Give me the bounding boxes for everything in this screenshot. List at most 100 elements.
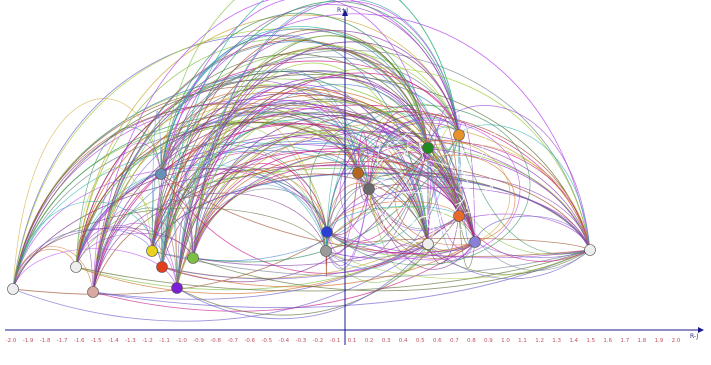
edge-arc: [151, 0, 429, 252]
edge-arc: [325, 145, 359, 252]
graph-node: [187, 252, 199, 264]
edge-arc: [176, 72, 460, 289]
graph-node: [320, 245, 332, 257]
edge-arc: [92, 207, 194, 293]
x-tick-label: 0.4: [399, 338, 408, 344]
edge-arc: [75, 249, 591, 292]
x-tick-label: -1.7: [57, 338, 68, 344]
graph-node: [70, 261, 82, 273]
edge-arc: [403, 143, 413, 163]
edge-arc: [368, 173, 591, 251]
edge-arc: [325, 249, 591, 279]
edge-arc: [458, 121, 476, 243]
x-axis-label: R-J: [690, 333, 698, 340]
edge-arc: [151, 4, 460, 252]
graph-node: [453, 129, 465, 141]
edge-arc: [325, 183, 460, 252]
x-tick-label: 0.8: [467, 338, 476, 344]
x-tick-label: -1.3: [125, 338, 136, 344]
edge-arc: [451, 196, 466, 218]
edge-arc: [75, 14, 460, 268]
edge-arc: [357, 147, 429, 177]
edge-arc: [326, 187, 591, 251]
edge-arc: [325, 134, 460, 269]
x-tick-label: 1.0: [501, 338, 510, 344]
edge-arc: [357, 103, 460, 174]
x-tick-label: 0.9: [484, 338, 493, 344]
edge-arc: [357, 134, 460, 180]
edge-arc: [377, 142, 384, 166]
x-tick-label: 0.3: [382, 338, 391, 344]
x-tick-label: 0.6: [433, 338, 442, 344]
edge-arc: [458, 215, 476, 269]
x-tick-label: -0.5: [261, 338, 272, 344]
edge-arc: [75, 232, 194, 268]
edge-arc: [176, 168, 327, 289]
edge-arc: [92, 0, 460, 293]
x-tick-labels: -2.0 -1.9 -1.8 -1.7 -1.6 -1.5 -1.4 -1.3 -1.2 -1.1…: [6, 338, 681, 344]
edge-arc: [375, 209, 392, 219]
edge-arc: [458, 134, 591, 255]
edge-arc: [326, 231, 591, 259]
x-tick-label: 0.5: [416, 338, 425, 344]
edge-arc: [385, 222, 398, 238]
edge-arc: [427, 113, 460, 217]
x-tick-label: -1.2: [142, 338, 153, 344]
edge-arc: [326, 147, 429, 242]
edge-arc: [176, 48, 460, 289]
edge-arc: [368, 188, 460, 230]
edge-arc: [427, 105, 460, 245]
x-tick-label: 1.3: [552, 338, 561, 344]
y-axis-arrow: [342, 9, 348, 16]
edge-arc: [92, 80, 370, 293]
edge-arc: [75, 126, 162, 268]
x-tick-label: -1.0: [176, 338, 187, 344]
edge-arc: [432, 213, 451, 234]
edge-arc: [405, 215, 432, 228]
edge-arc: [192, 183, 327, 259]
y-axis-label: R+J: [337, 7, 348, 14]
graph-node: [422, 238, 434, 250]
edge-arc: [151, 147, 429, 262]
edge-arc: [457, 162, 470, 190]
graph-node: [352, 167, 364, 179]
graph-node: [422, 142, 434, 154]
edge-arc: [326, 231, 429, 254]
x-tick-label: 1.7: [620, 338, 629, 344]
edge-arc: [12, 165, 591, 290]
graph-node: [87, 286, 99, 298]
graph-node: [363, 183, 375, 195]
edge-arc: [161, 67, 591, 268]
edge-arc: [161, 0, 460, 268]
edge-arc: [151, 70, 429, 252]
x-tick-label: -0.2: [313, 338, 324, 344]
edge-arc: [394, 154, 516, 246]
graph-node: [7, 283, 19, 295]
edge-arc: [465, 184, 494, 210]
graph-node: [155, 168, 167, 180]
edge-arc: [151, 222, 178, 289]
edge-arc: [325, 147, 429, 262]
x-tick-label: -2.0: [6, 338, 17, 344]
edge-arc: [176, 35, 429, 289]
edge-arc: [474, 215, 591, 251]
x-tick-label: 1.9: [655, 338, 664, 344]
edge-arc: [12, 34, 429, 290]
edge-arc: [161, 199, 178, 289]
edge-arc: [427, 147, 476, 260]
x-tick-label: -0.4: [278, 338, 289, 344]
edge-arc: [382, 200, 396, 226]
edge-arc: [487, 172, 493, 191]
x-tick-label: -0.7: [227, 338, 238, 344]
edge-arc: [75, 121, 370, 268]
edge-arc: [357, 132, 370, 190]
edge-arc: [92, 215, 460, 300]
edge-arc: [368, 110, 429, 190]
edge-arc: [160, 146, 163, 268]
edge-arc: [160, 146, 194, 259]
x-tick-label: 0.7: [450, 338, 459, 344]
edge-arc: [75, 229, 178, 289]
edge-arc: [407, 192, 431, 198]
x-tick-label: 1.6: [603, 338, 612, 344]
x-tick-label: -0.3: [296, 338, 307, 344]
